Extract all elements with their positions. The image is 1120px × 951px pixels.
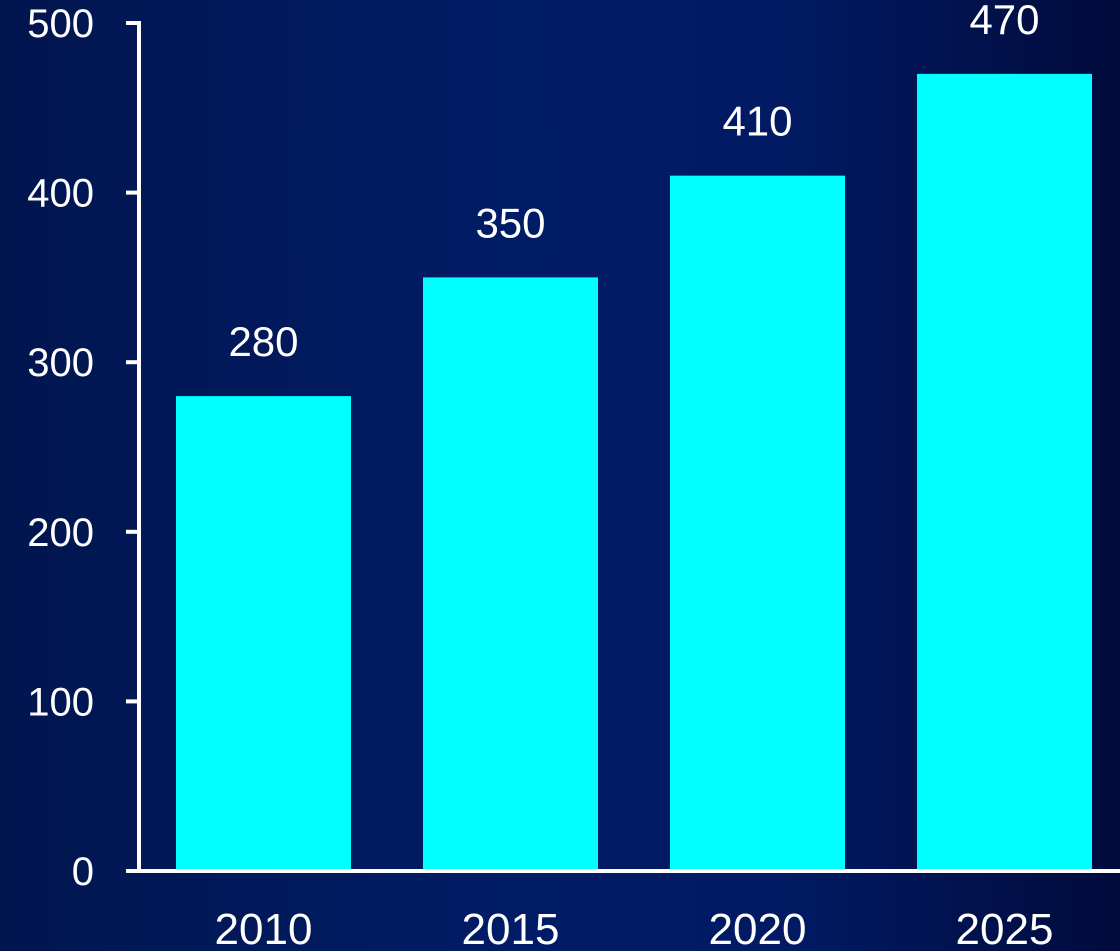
data-label: 410 xyxy=(722,98,792,145)
y-tick-label: 400 xyxy=(27,172,94,216)
axes-layer xyxy=(126,21,1120,873)
bar-2020 xyxy=(670,175,845,871)
y-tick-label: 500 xyxy=(27,2,94,46)
x-tick-label: 2020 xyxy=(709,905,807,951)
y-tick-label: 300 xyxy=(27,341,94,385)
data-labels-layer: 280 350 410 470 xyxy=(228,0,1039,365)
x-labels-layer: 2010 2015 2020 2025 xyxy=(215,905,1054,951)
bar-2015 xyxy=(423,277,598,871)
data-label: 350 xyxy=(475,199,545,246)
bar-2025 xyxy=(917,73,1092,871)
y-tick-label: 0 xyxy=(72,850,94,894)
x-tick-label: 2015 xyxy=(462,905,560,951)
x-tick-label: 2010 xyxy=(215,905,313,951)
x-tick-label: 2025 xyxy=(956,905,1054,951)
data-label: 280 xyxy=(228,318,298,365)
data-label: 470 xyxy=(969,0,1039,43)
bars-layer xyxy=(176,73,1092,871)
y-tick-label: 100 xyxy=(27,680,94,724)
bar-2010 xyxy=(176,396,351,871)
y-tick-label: 200 xyxy=(27,511,94,555)
y-ticks-layer: 0 100 200 300 400 500 xyxy=(27,2,139,894)
